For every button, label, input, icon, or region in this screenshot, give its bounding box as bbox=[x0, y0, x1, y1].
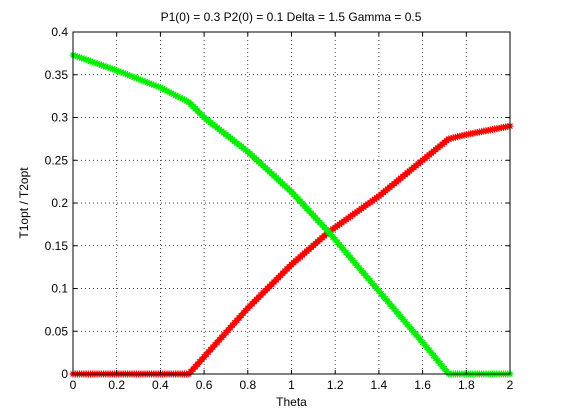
grid bbox=[73, 32, 510, 374]
x-axis-title: Theta bbox=[276, 395, 307, 409]
data-point bbox=[203, 116, 205, 119]
data-point bbox=[465, 133, 468, 136]
chart-title: P1(0) = 0.3 P2(0) = 0.1 Delta = 1.5 Gamm… bbox=[161, 10, 422, 24]
y-tick-label: 0.35 bbox=[45, 68, 69, 82]
x-tick-label: 2 bbox=[507, 378, 514, 392]
x-tick-label: 0 bbox=[70, 378, 77, 392]
y-tick-label: 0.05 bbox=[45, 324, 69, 338]
y-tick-label: 0.15 bbox=[45, 239, 69, 253]
data-point bbox=[421, 159, 424, 162]
data-point bbox=[247, 150, 249, 153]
y-axis-title: T1opt / T2opt bbox=[17, 167, 31, 239]
ticks: 0 0.2 0.4 0.6 0.8 1 1.2 1.4 1.6 1.8 2 0 0.05 0.1 0.15 0… bbox=[45, 25, 514, 392]
y-tick-label: 0.3 bbox=[51, 111, 68, 125]
x-tick-label: 0.6 bbox=[196, 378, 213, 392]
data-point bbox=[378, 290, 380, 292]
x-tick-label: 1.8 bbox=[458, 378, 475, 392]
x-tick-label: 1 bbox=[288, 378, 295, 392]
plot-area bbox=[73, 32, 510, 374]
y-tick-label: 0.1 bbox=[51, 282, 68, 296]
data-point bbox=[247, 307, 249, 309]
data-point bbox=[448, 138, 450, 140]
data-point bbox=[290, 191, 293, 193]
data-point bbox=[188, 101, 190, 103]
data-point bbox=[421, 341, 424, 344]
data-point bbox=[378, 195, 380, 197]
y-tick-label: 0.4 bbox=[51, 25, 68, 39]
data-point bbox=[115, 69, 118, 72]
x-tick-label: 1.6 bbox=[414, 378, 431, 392]
y-tick-label: 0.2 bbox=[51, 196, 68, 210]
y-tick-label: 0.25 bbox=[45, 153, 69, 167]
x-tick-label: 0.8 bbox=[239, 378, 256, 392]
data-point bbox=[159, 86, 162, 89]
data-point bbox=[290, 263, 293, 266]
x-tick-label: 0.4 bbox=[152, 378, 169, 392]
data-point bbox=[327, 231, 330, 233]
x-tick-label: 0.2 bbox=[108, 378, 125, 392]
x-tick-label: 1.2 bbox=[327, 378, 344, 392]
data-point bbox=[203, 356, 205, 358]
y-tick-label: 0 bbox=[61, 367, 68, 381]
x-tick-label: 1.4 bbox=[371, 378, 388, 392]
